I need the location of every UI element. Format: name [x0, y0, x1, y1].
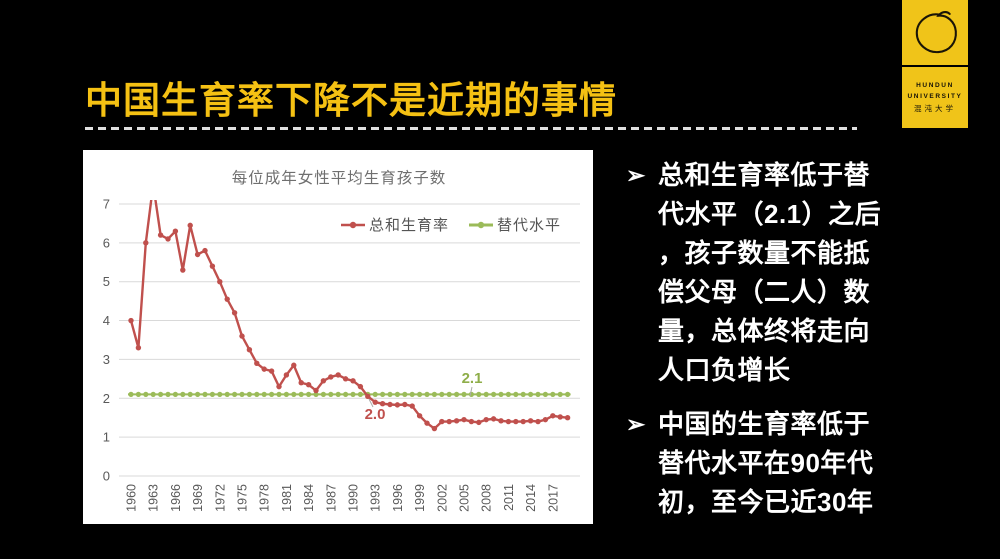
- hundun-university-logo: HUNDUN UNIVERSITY 混沌大学: [902, 0, 968, 128]
- bullet-1-line-4: 偿父母（二人）数: [658, 277, 871, 307]
- bullet-1-line-6: 人口负增长: [658, 355, 791, 385]
- page-title: 中国生育率下降不是近期的事情: [85, 80, 617, 121]
- svg-text:2014: 2014: [524, 484, 538, 512]
- bullet-list: ➢ 总和生育率低于替 代水平（2.1）之后 ，孩子数量不能抵 偿父母（二人）数 …: [626, 156, 998, 522]
- svg-text:1960: 1960: [125, 484, 139, 512]
- total-fertility-rate-series: [128, 200, 571, 432]
- logo-text-block: HUNDUN UNIVERSITY 混沌大学: [902, 67, 968, 128]
- x-axis-labels: 1960 1963 1966 1969 1972 1975 1978 1981 1984 1987…: [125, 484, 561, 512]
- svg-text:1963: 1963: [147, 484, 161, 512]
- logo-text-line3: 混沌大学: [914, 104, 956, 113]
- hand-drawn-circle-icon: [915, 10, 957, 53]
- svg-text:2.0: 2.0: [365, 406, 386, 423]
- logo-text-line1: HUNDUN: [916, 82, 954, 89]
- svg-text:3: 3: [103, 352, 110, 367]
- svg-text:2005: 2005: [458, 484, 472, 512]
- svg-text:2002: 2002: [435, 484, 449, 512]
- arrow-bullet-icon: ➢: [626, 162, 646, 188]
- bullet-1-line-2: 代水平（2.1）之后: [658, 199, 882, 229]
- svg-text:1996: 1996: [391, 484, 405, 512]
- svg-text:1975: 1975: [236, 484, 250, 512]
- title-separator-dashed-line: [85, 127, 857, 130]
- fertility-rate-line-chart: 0 1 2 3 4 5 6 7 每位成年女性平均生育孩子数 1960 1963 1966 1969 197…: [103, 168, 580, 512]
- svg-text:1987: 1987: [324, 484, 338, 512]
- svg-text:5: 5: [103, 274, 110, 289]
- svg-text:2017: 2017: [546, 484, 560, 512]
- svg-text:0: 0: [103, 469, 110, 484]
- chart-annotations: 2.1 2.0: [365, 370, 483, 423]
- bullet-item-2: ➢ 中国的生育率低于 替代水平在90年代 初，至今已近30年: [626, 405, 998, 522]
- svg-text:1: 1: [103, 430, 110, 445]
- arrow-bullet-icon: ➢: [626, 411, 646, 437]
- svg-text:1993: 1993: [369, 484, 383, 512]
- svg-text:2011: 2011: [502, 484, 516, 511]
- svg-text:1990: 1990: [347, 484, 361, 512]
- svg-text:7: 7: [103, 196, 110, 211]
- grid-and-y-axis: 0 1 2 3 4 5 6 7: [103, 196, 580, 484]
- svg-text:1969: 1969: [191, 484, 205, 512]
- logo-text-line2: UNIVERSITY: [907, 93, 963, 100]
- svg-text:2: 2: [103, 391, 110, 406]
- svg-text:1984: 1984: [302, 484, 316, 512]
- bullet-1-line-1: 总和生育率低于替: [658, 160, 871, 190]
- svg-text:总和生育率: 总和生育率: [369, 217, 449, 234]
- svg-text:1972: 1972: [213, 484, 227, 512]
- bullet-2-line-1: 中国的生育率低于: [658, 409, 871, 439]
- chart-title: 每位成年女性平均生育孩子数: [232, 168, 447, 187]
- bullet-1-line-5: 量，总体终将走向: [658, 316, 871, 346]
- svg-text:6: 6: [103, 235, 110, 250]
- bullet-2-line-3: 初，至今已近30年: [658, 487, 874, 517]
- svg-text:1981: 1981: [280, 484, 294, 512]
- svg-text:替代水平: 替代水平: [497, 217, 561, 234]
- svg-text:2008: 2008: [480, 484, 494, 512]
- bullet-2-text: 中国的生育率低于 替代水平在90年代 初，至今已近30年: [658, 405, 998, 522]
- bullet-2-line-2: 替代水平在90年代: [658, 448, 874, 478]
- bullet-1-text: 总和生育率低于替 代水平（2.1）之后 ，孩子数量不能抵 偿父母（二人）数 量，…: [658, 156, 998, 390]
- svg-text:1999: 1999: [413, 484, 427, 512]
- bullet-1-line-3: ，孩子数量不能抵: [658, 238, 871, 268]
- replacement-level-series: [128, 391, 571, 397]
- svg-text:1978: 1978: [258, 484, 272, 512]
- svg-text:2.1: 2.1: [462, 370, 483, 387]
- svg-text:4: 4: [103, 313, 110, 328]
- svg-text:1966: 1966: [169, 484, 183, 512]
- fertility-chart-panel: 0 1 2 3 4 5 6 7 每位成年女性平均生育孩子数 1960 1963 1966 1969 197…: [83, 150, 593, 524]
- bullet-item-1: ➢ 总和生育率低于替 代水平（2.1）之后 ，孩子数量不能抵 偿父母（二人）数 …: [626, 156, 998, 390]
- logo-circle-block: [902, 0, 968, 65]
- chart-legend: 总和生育率 替代水平: [341, 217, 561, 234]
